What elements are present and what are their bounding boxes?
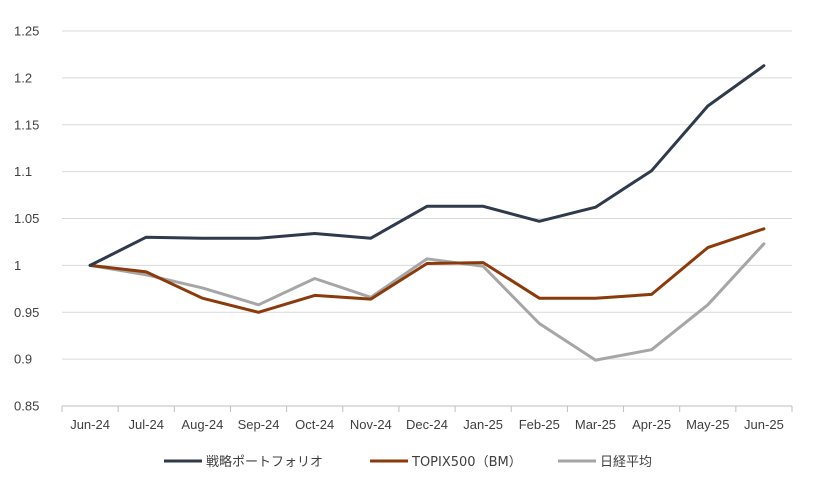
gridlines [62, 30, 792, 360]
y-tick-label: 0.95 [14, 305, 39, 320]
y-tick-label: 1.05 [14, 211, 39, 226]
x-tick-label: Sep-24 [238, 417, 280, 432]
x-tick-label: Feb-25 [519, 417, 560, 432]
legend-label: TOPIX500（BM） [411, 455, 522, 470]
x-tick-label: Jan-25 [463, 417, 503, 432]
x-tick-label: Oct-24 [295, 417, 334, 432]
y-tick-label: 1.1 [14, 164, 32, 179]
legend: 戦略ポートフォリオ TOPIX500（BM） 日経平均 [164, 454, 652, 470]
x-tick-label: Dec-24 [406, 417, 448, 432]
series-line [88, 64, 766, 267]
x-axis: Jun-24 Jul-24 Aug-24 Sep-24 Oct-24 Nov-24 Dec-… [61, 405, 793, 432]
legend-label: 戦略ポートフォリオ [206, 454, 323, 470]
y-axis-ticks: 0.85 0.9 0.95 1 1.05 1.1 1.15 1.2 1.25 [14, 24, 39, 414]
legend-label: 日経平均 [600, 455, 652, 470]
y-tick-label: 0.9 [14, 352, 32, 367]
y-tick-label: 1.15 [14, 117, 39, 132]
y-tick-label: 1.25 [14, 24, 39, 39]
series-line [88, 242, 766, 362]
y-tick-label: 1 [14, 258, 21, 273]
x-tick-label: Apr-25 [632, 417, 671, 432]
x-tick-label: Jun-25 [744, 417, 784, 432]
x-tick-label: Mar-25 [575, 417, 616, 432]
y-tick-label: 0.85 [14, 399, 39, 414]
series-line [88, 227, 766, 314]
x-tick-label: Aug-24 [181, 417, 223, 432]
x-tick-label: Jul-24 [129, 417, 164, 432]
series-lines [88, 64, 766, 362]
x-tick-label: Jun-24 [70, 417, 110, 432]
x-tick-label: Nov-24 [350, 417, 392, 432]
y-tick-label: 1.2 [14, 70, 32, 85]
x-tick-label: May-25 [686, 417, 729, 432]
